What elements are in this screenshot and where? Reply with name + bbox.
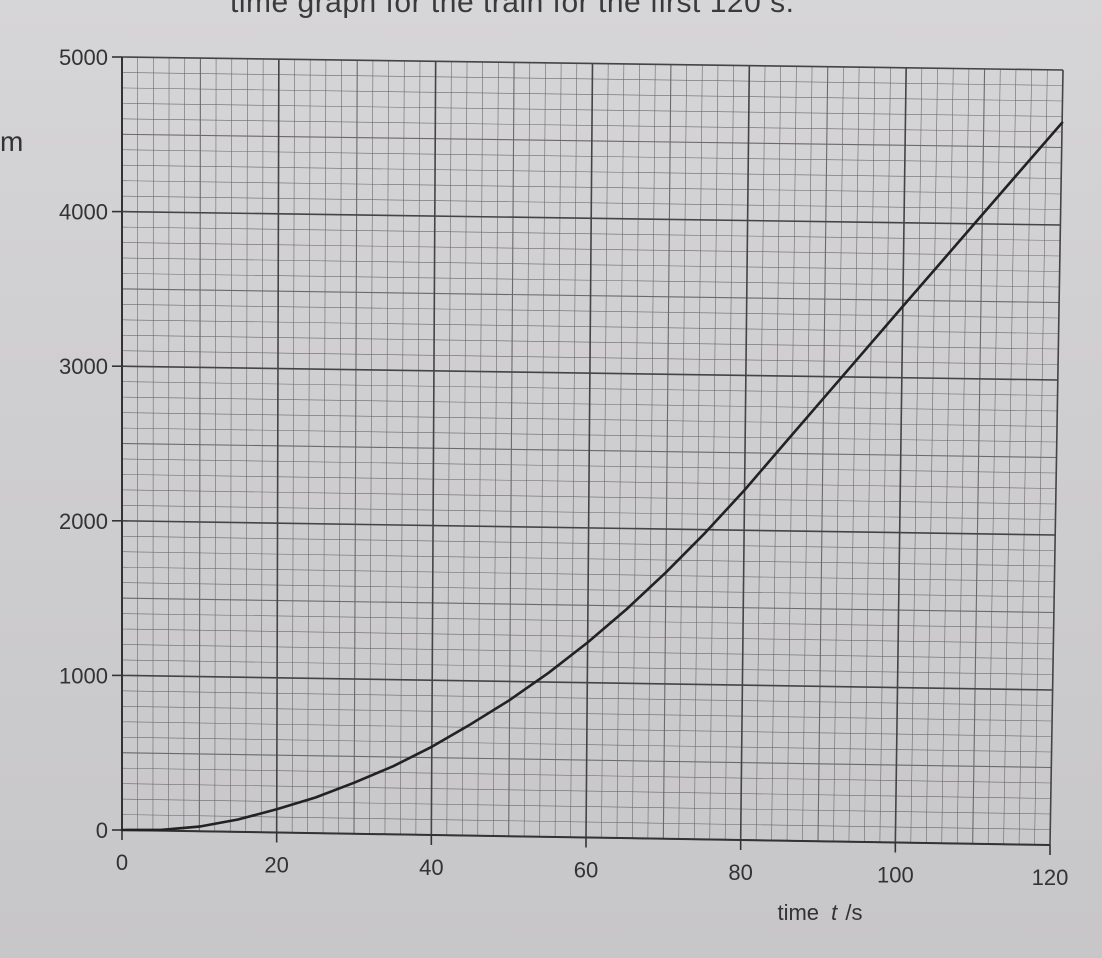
x-tick-label: 100 [877,863,914,888]
x-tick-label: 60 [574,858,598,883]
grid-h-line [121,520,1056,536]
x-tick-label: 0 [116,850,128,875]
x-axis-title-var: t [831,900,838,925]
y-tick-label: 3000 [59,354,108,379]
grid-v-line [430,61,437,836]
y-axis-ticks: 0 1000 2000 3000 4000 5000 [59,45,122,843]
x-axis-ticks: 0 20 40 60 80 100 120 [116,830,1068,890]
grid-h-line [121,674,1053,691]
grid-v-line [739,65,751,841]
x-axis-title-unit: /s [845,900,862,925]
grid-v-line [1049,69,1064,846]
y-tick-label: 1000 [59,663,108,688]
grid-h-line [121,365,1058,381]
grid-v-line [275,59,280,833]
grid-v-line [894,67,907,843]
y-tick-label: 4000 [59,200,108,225]
question-caption-fragment: time graph for the train for the first 1… [230,0,795,19]
y-tick-label: 2000 [59,509,108,534]
grid-v-line [585,63,594,838]
x-axis-title-word: time [777,900,819,925]
x-tick-label: 80 [728,860,752,885]
y-tick-label: 5000 [59,45,108,70]
grid-h-line [121,56,1064,71]
distance-curve [120,121,1064,832]
x-tick-label: 40 [419,855,443,880]
grid-h-line [121,210,1061,226]
x-tick-label: 120 [1032,865,1069,890]
x-tick-label: 20 [264,853,288,878]
x-axis-title: time t /s [777,900,862,925]
y-tick-label: 0 [96,818,108,843]
grid-minor-lines [121,57,1063,845]
y-axis-label-fragment: m [0,126,24,157]
